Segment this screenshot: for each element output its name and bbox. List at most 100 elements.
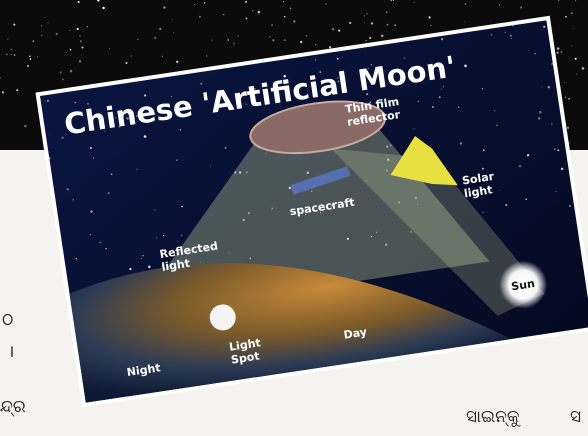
star [431,106,434,108]
star [464,3,467,5]
star [458,106,460,108]
article-text: । [8,342,14,362]
star [367,68,369,70]
star [59,71,62,74]
star [305,213,307,215]
star [5,53,8,56]
star [557,0,560,1]
star [338,29,341,32]
star [389,144,392,147]
label: light [463,183,493,200]
star [385,11,388,14]
star [110,173,113,176]
star [271,207,273,210]
star [494,110,496,112]
star [199,261,201,263]
star [79,40,82,43]
label: Spot [230,349,260,366]
star [140,258,142,260]
star [233,42,235,45]
star [380,34,384,38]
star [7,38,9,40]
star [363,22,365,24]
star [314,43,317,46]
star [176,159,178,161]
star [75,257,77,260]
star [154,209,156,211]
sun [499,260,548,309]
star [89,234,91,236]
light-spot [209,304,236,331]
star [193,3,195,5]
star [245,0,248,3]
star [325,3,327,5]
star [200,82,203,85]
infographic: Chinese 'Artificial Moon' Thin film refl… [35,15,588,408]
star [269,36,271,38]
star [404,57,406,59]
star [320,212,322,214]
star [564,96,567,99]
star [512,25,514,27]
star [265,152,267,155]
star [553,148,556,150]
star [98,5,100,7]
star [13,54,16,56]
star [245,103,248,105]
star [569,205,571,207]
star [135,114,139,118]
star [76,27,79,31]
star [81,46,84,49]
star [102,6,105,10]
star [556,47,560,50]
star [48,133,50,135]
star [365,39,367,42]
star [47,100,49,102]
star [284,39,286,41]
star [89,146,93,150]
star [527,154,530,157]
star [541,86,543,88]
star [464,21,466,23]
star [414,196,417,200]
star [86,26,88,28]
star [337,80,340,83]
star [1,155,4,158]
star [118,125,121,128]
star [397,201,401,204]
star [314,59,317,61]
star [464,64,467,68]
star [384,0,386,2]
star [155,237,157,239]
star [555,191,557,193]
star [482,87,484,89]
star [74,130,76,132]
star [366,93,369,96]
star [450,60,453,62]
star [222,13,225,16]
star [282,0,285,3]
star [538,110,542,114]
star [385,243,388,246]
star [410,231,412,233]
star [329,46,332,49]
star [370,22,374,25]
star [366,180,368,182]
star [440,88,442,90]
star [438,96,441,99]
star [148,265,151,269]
star [198,15,201,18]
star [1,91,5,94]
star [430,25,432,27]
star [443,86,445,88]
star [171,95,173,97]
star [252,10,254,12]
star [392,0,395,2]
star [29,55,31,58]
star [65,52,67,53]
star [481,167,484,170]
star [343,77,346,79]
star [105,247,107,250]
star [271,24,273,26]
